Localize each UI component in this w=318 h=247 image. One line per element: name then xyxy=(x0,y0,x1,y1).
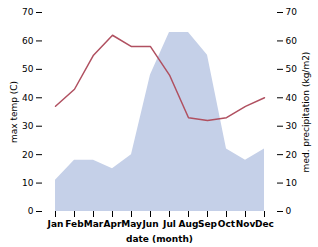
svg-text:60: 60 xyxy=(286,36,298,46)
svg-text:date (month): date (month) xyxy=(126,234,193,244)
svg-text:70: 70 xyxy=(22,7,34,17)
svg-text:50: 50 xyxy=(22,64,34,74)
svg-text:Apr: Apr xyxy=(104,219,122,229)
svg-text:med. precipitation (kg/m2): med. precipitation (kg/m2) xyxy=(301,52,311,173)
svg-text:20: 20 xyxy=(286,150,298,160)
svg-text:Sep: Sep xyxy=(198,219,218,229)
svg-text:max temp (C): max temp (C) xyxy=(9,81,19,143)
svg-text:Jun: Jun xyxy=(141,219,158,229)
svg-text:20: 20 xyxy=(22,150,34,160)
svg-text:50: 50 xyxy=(286,64,298,74)
svg-text:10: 10 xyxy=(22,178,34,188)
svg-text:0: 0 xyxy=(286,206,292,216)
svg-text:Oct: Oct xyxy=(218,219,236,229)
svg-text:10: 10 xyxy=(286,178,298,188)
svg-text:70: 70 xyxy=(286,7,298,17)
svg-text:Feb: Feb xyxy=(65,219,84,229)
svg-text:40: 40 xyxy=(22,93,34,103)
svg-text:60: 60 xyxy=(22,36,34,46)
svg-text:Mar: Mar xyxy=(84,219,104,229)
svg-text:Jul: Jul xyxy=(162,219,176,229)
svg-text:40: 40 xyxy=(286,93,298,103)
svg-text:0: 0 xyxy=(28,206,34,216)
svg-text:Dec: Dec xyxy=(255,219,274,229)
svg-text:Aug: Aug xyxy=(179,219,199,229)
svg-text:Nov: Nov xyxy=(236,219,256,229)
svg-text:May: May xyxy=(121,219,142,229)
svg-text:30: 30 xyxy=(286,121,298,131)
svg-text:Jan: Jan xyxy=(47,219,64,229)
svg-text:30: 30 xyxy=(22,121,34,131)
